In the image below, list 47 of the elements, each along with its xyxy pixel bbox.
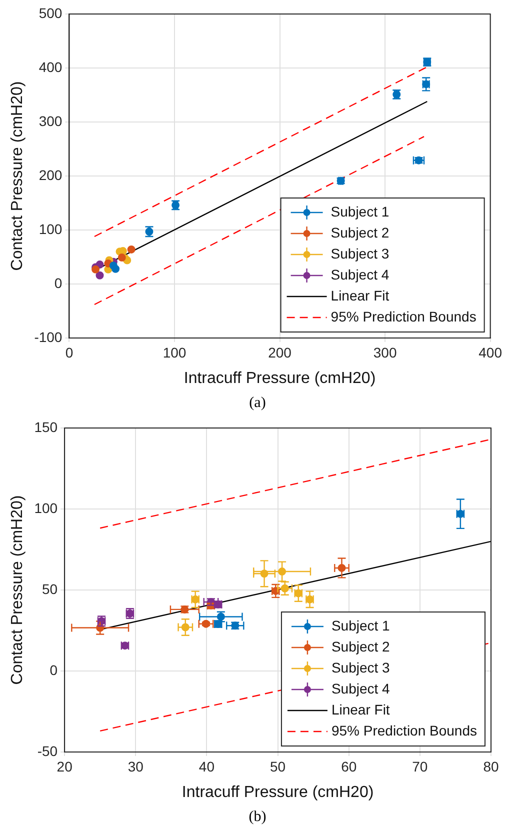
- y-axis-title: Contact Pressure (cmH20): [9, 495, 26, 685]
- x-tick-label: 80: [483, 758, 499, 774]
- point: [118, 254, 126, 262]
- x-tick-label: 100: [162, 344, 186, 360]
- legend-label: 95% Prediction Bounds: [330, 308, 476, 324]
- x-tick-label: 20: [56, 758, 73, 774]
- y-tick-label: 200: [38, 166, 62, 183]
- legend-label: Subject 3: [330, 245, 390, 262]
- y-tick-label: 500: [38, 4, 62, 21]
- y-axis-title: Contact Pressure (cmH20): [9, 81, 26, 271]
- x-tick-label: 40: [198, 758, 215, 774]
- legend-label: Subject 2: [330, 224, 390, 240]
- text: (a): [248, 394, 267, 413]
- legend-label: Subject 1: [330, 203, 390, 220]
- point: [112, 264, 120, 273]
- y-tick-label: 400: [38, 58, 62, 75]
- x-tick-label: 50: [270, 758, 286, 774]
- x-tick-label: 60: [341, 758, 357, 774]
- x-axis-title: Intracuff Pressure (cmH20): [184, 370, 376, 387]
- y-tick-label: -50: [37, 742, 58, 759]
- legend-label: Subject 4: [330, 266, 390, 282]
- x-tick-label: 30: [128, 758, 144, 774]
- legend-label: Subject 1: [331, 617, 390, 634]
- x-tick-label: 0: [65, 344, 74, 360]
- x-tick-label: 300: [373, 344, 397, 360]
- y-tick-label: 100: [34, 500, 58, 516]
- text: (b): [248, 808, 268, 827]
- legend-label: Linear Fit: [330, 287, 390, 304]
- point: [96, 271, 104, 280]
- x-tick-label: 70: [412, 758, 428, 774]
- y-tick-label: 300: [38, 112, 62, 129]
- x-tick-label: 200: [268, 344, 292, 360]
- point: [96, 260, 104, 269]
- legend-label: Subject 4: [331, 680, 390, 696]
- legend-label: Subject 3: [331, 659, 390, 676]
- y-tick-label: 150: [34, 418, 58, 435]
- x-tick-label: 400: [478, 344, 502, 360]
- point: [127, 245, 136, 254]
- y-tick-label: 50: [42, 580, 58, 597]
- legend-label: Linear Fit: [331, 701, 390, 718]
- legend-label: 95% Prediction Bounds: [331, 722, 478, 738]
- y-tick-label: -100: [34, 328, 62, 345]
- y-tick-label: 0: [54, 274, 62, 291]
- y-tick-label: 0: [50, 662, 58, 678]
- y-tick-label: 100: [38, 220, 62, 237]
- legend-label: Subject 2: [331, 638, 390, 654]
- x-axis-title: Intracuff Pressure (cmH20): [182, 784, 374, 801]
